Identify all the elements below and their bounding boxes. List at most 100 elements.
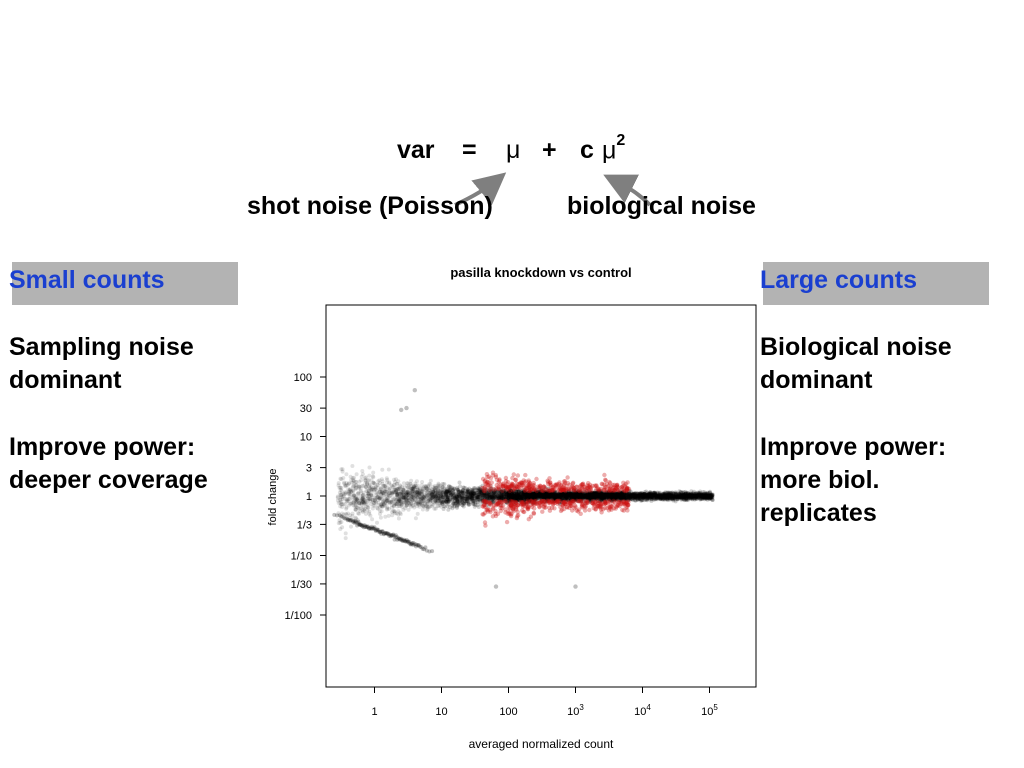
point-not-significant: [628, 494, 633, 499]
point-not-significant: [366, 492, 371, 497]
point-not-significant: [533, 491, 538, 496]
point-not-significant: [442, 492, 447, 497]
point-not-significant: [670, 494, 675, 499]
point-not-significant: [667, 492, 672, 497]
point-not-significant: [467, 495, 472, 500]
point-not-significant: [583, 498, 588, 503]
point-not-significant: [672, 494, 677, 499]
point-not-significant: [648, 493, 653, 498]
point-not-significant: [649, 495, 654, 499]
point-not-significant: [552, 495, 557, 500]
point-not-significant: [522, 490, 527, 495]
point-not-significant: [370, 490, 374, 495]
point-not-significant: [563, 497, 568, 502]
point-not-significant: [687, 493, 692, 498]
point-not-significant: [529, 495, 534, 499]
point-not-significant: [599, 496, 604, 501]
point-not-significant: [595, 496, 600, 501]
point-not-significant: [650, 495, 655, 500]
point-not-significant: [379, 485, 383, 490]
point-not-significant: [569, 491, 573, 496]
point-not-significant: [635, 492, 640, 496]
point-not-significant: [628, 496, 633, 501]
point-significant: [620, 507, 625, 513]
point-not-significant: [481, 494, 486, 499]
point-not-significant: [680, 493, 685, 498]
point-not-significant: [596, 489, 601, 494]
point-not-significant: [630, 492, 635, 497]
point-not-significant: [426, 483, 431, 488]
point-not-significant: [655, 494, 659, 499]
point-not-significant: [708, 489, 712, 494]
point-not-significant: [433, 494, 438, 499]
point-not-significant: [632, 494, 636, 499]
point-not-significant: [576, 493, 581, 498]
point-not-significant: [387, 486, 392, 491]
point-not-significant: [431, 489, 436, 494]
point-not-significant: [611, 495, 616, 500]
point-not-significant: [424, 486, 429, 491]
point-not-significant: [644, 494, 649, 498]
point-not-significant: [703, 494, 708, 499]
point-not-significant: [568, 491, 572, 496]
point-not-significant: [685, 490, 690, 495]
point-not-significant: [445, 504, 450, 509]
point-not-significant: [425, 502, 430, 507]
point-not-significant: [531, 490, 536, 495]
point-not-significant: [491, 495, 496, 500]
point-not-significant: [542, 489, 547, 494]
point-not-significant: [398, 504, 403, 508]
point-not-significant: [547, 494, 552, 498]
point-not-significant: [411, 486, 416, 491]
point-not-significant: [466, 492, 471, 497]
point-not-significant: [480, 488, 485, 493]
point-not-significant: [582, 496, 587, 501]
point-not-significant: [364, 493, 369, 498]
point-not-significant: [609, 491, 614, 495]
point-not-significant: [528, 493, 533, 498]
point-not-significant: [654, 492, 659, 496]
point-not-significant: [617, 494, 622, 499]
point-not-significant: [506, 496, 511, 501]
point-not-significant: [425, 504, 430, 509]
point-not-significant: [504, 492, 509, 497]
point-not-significant: [662, 493, 667, 498]
point-not-significant: [430, 496, 435, 501]
point-not-significant: [576, 493, 581, 498]
point-not-significant: [690, 492, 695, 497]
point-not-significant: [669, 493, 674, 498]
point-significant: [491, 506, 496, 512]
point-not-significant: [582, 493, 586, 498]
point-not-significant: [691, 496, 696, 500]
point-not-significant: [372, 481, 377, 486]
point-not-significant: [366, 489, 371, 494]
point-not-significant: [692, 491, 697, 496]
point-not-significant: [568, 493, 573, 498]
point-not-significant: [609, 491, 614, 496]
point-not-significant: [562, 491, 567, 496]
point-not-significant: [448, 493, 453, 498]
point-not-significant: [491, 492, 496, 497]
point-not-significant: [413, 494, 418, 498]
point-not-significant: [623, 493, 628, 497]
point-not-significant: [645, 495, 650, 500]
point-not-significant: [357, 501, 362, 506]
point-not-significant: [578, 495, 583, 500]
point-not-significant: [509, 492, 514, 497]
point-not-significant: [496, 501, 500, 506]
left-panel-text: Sampling noise dominant Improve power: d…: [9, 331, 208, 497]
point-not-significant: [646, 493, 651, 498]
point-not-significant: [354, 472, 359, 477]
point-not-significant: [361, 495, 366, 500]
point-not-significant: [494, 489, 499, 494]
point-not-significant: [444, 499, 449, 504]
point-not-significant: [679, 494, 684, 499]
point-not-significant: [570, 492, 575, 497]
point-not-significant: [527, 498, 532, 503]
point-not-significant: [532, 494, 537, 499]
point-not-significant: [592, 491, 597, 496]
point-not-significant: [546, 496, 551, 501]
point-not-significant: [619, 494, 624, 499]
point-not-significant: [612, 492, 617, 497]
point-not-significant: [419, 489, 424, 493]
